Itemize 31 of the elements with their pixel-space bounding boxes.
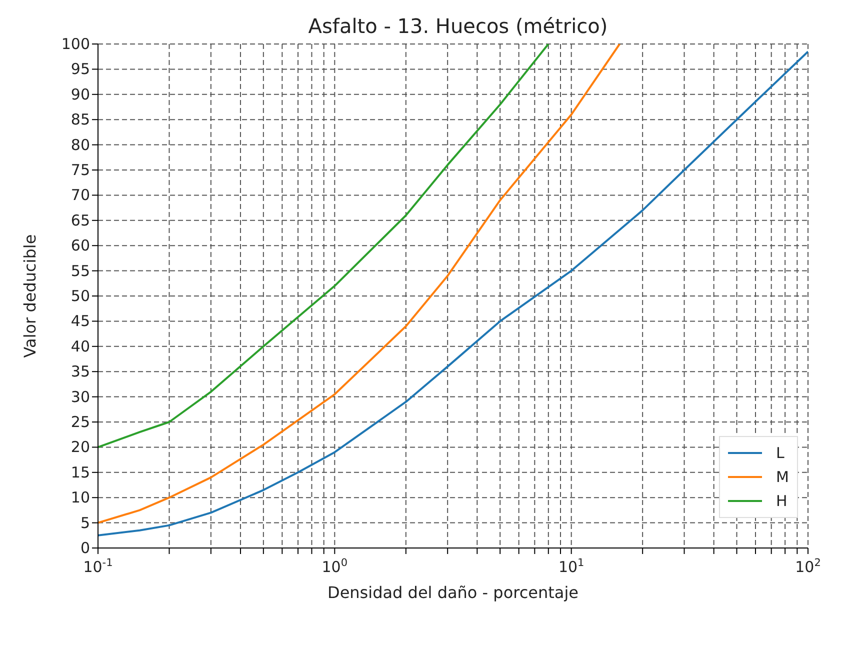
x-tick-label: 10$^{0}$	[322, 557, 348, 576]
y-tick-label: 10	[70, 488, 90, 507]
y-tick-label: 60	[70, 236, 90, 255]
y-tick-label: 15	[70, 463, 90, 482]
x-tick-label: 10$^{1}$	[558, 557, 584, 576]
y-tick-label: 80	[70, 136, 90, 154]
chart-title: Asfalto - 13. Huecos (métrico)	[308, 14, 608, 38]
y-tick-label: 70	[70, 186, 90, 204]
y-tick-label: 75	[70, 161, 90, 179]
y-tick-label: 25	[70, 413, 90, 431]
x-tick-label: 10$^{2}$	[795, 557, 821, 576]
y-tick-label: 85	[70, 110, 90, 129]
y-tick-label: 30	[70, 388, 90, 406]
legend-label: L	[776, 444, 784, 462]
y-tick-label: 55	[70, 262, 90, 280]
y-tick-label: 45	[70, 312, 90, 330]
y-tick-label: 5	[80, 514, 90, 532]
y-tick-label: 100	[61, 35, 90, 53]
y-tick-label: 35	[70, 362, 90, 381]
y-tick-label: 65	[70, 211, 90, 230]
y-axis-title: Valor deducible	[20, 234, 40, 358]
legend-label: H	[776, 492, 788, 510]
y-tick-label: 95	[70, 60, 90, 78]
y-tick-label: 40	[70, 337, 90, 356]
x-axis-title: Densidad del daño - porcentaje	[328, 583, 578, 602]
legend-label: M	[776, 468, 789, 486]
y-tick-label: 0	[80, 539, 90, 557]
y-tick-label: 90	[70, 85, 90, 104]
x-tick-label: 10$^{-1}$	[83, 557, 113, 576]
y-tick-label: 20	[70, 438, 90, 456]
y-tick-label: 50	[70, 287, 90, 305]
